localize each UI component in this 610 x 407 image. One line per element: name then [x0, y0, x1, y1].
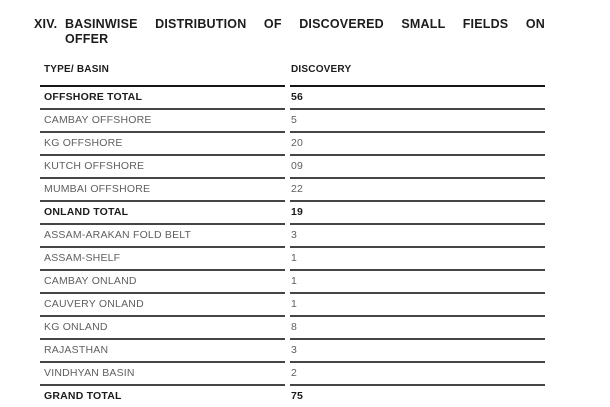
table-header-row: TYPE/ BASIN DISCOVERY: [40, 58, 545, 87]
basin-cell: MUMBAI OFFSHORE: [40, 179, 285, 202]
section-title-line2: OFFER: [65, 32, 109, 46]
basin-cell: OFFSHORE TOTAL: [40, 87, 285, 110]
column-header-discovery: DISCOVERY: [290, 58, 545, 87]
discovery-cell: 3: [290, 340, 545, 363]
basin-cell: ASSAM-SHELF: [40, 248, 285, 271]
table-row: ONLAND TOTAL 19: [40, 202, 545, 225]
basin-discovery-table: TYPE/ BASIN DISCOVERY OFFSHORE TOTAL 56 CA…: [40, 58, 545, 407]
basin-cell: ASSAM-ARAKAN FOLD BELT: [40, 225, 285, 248]
table-row: VINDHYAN BASIN 2: [40, 363, 545, 386]
basin-cell: KG OFFSHORE: [40, 133, 285, 156]
discovery-cell: 19: [290, 202, 545, 225]
table-row: GRAND TOTAL 75: [40, 386, 545, 407]
discovery-cell: 75: [290, 386, 545, 407]
discovery-cell: 1: [290, 294, 545, 317]
table-row: CAMBAY OFFSHORE 5: [40, 110, 545, 133]
section-title-text: BASINWISE DISTRIBUTION OF DISCOVERED SMA…: [65, 17, 545, 31]
discovery-cell: 1: [290, 248, 545, 271]
column-header-type-basin: TYPE/ BASIN: [40, 58, 285, 87]
table-row: ASSAM-ARAKAN FOLD BELT 3: [40, 225, 545, 248]
discovery-cell: 5: [290, 110, 545, 133]
table-row: CAUVERY ONLAND 1: [40, 294, 545, 317]
discovery-cell: 20: [290, 133, 545, 156]
basin-cell: CAUVERY ONLAND: [40, 294, 285, 317]
basin-cell: CAMBAY OFFSHORE: [40, 110, 285, 133]
table-row: KUTCH OFFSHORE 09: [40, 156, 545, 179]
basin-cell: KUTCH OFFSHORE: [40, 156, 285, 179]
basin-cell: ONLAND TOTAL: [40, 202, 285, 225]
basin-cell: VINDHYAN BASIN: [40, 363, 285, 386]
discovery-cell: 2: [290, 363, 545, 386]
discovery-cell: 8: [290, 317, 545, 340]
basin-cell: GRAND TOTAL: [40, 386, 285, 407]
section-title: XIV. BASINWISE DISTRIBUTION OF DISCOVERE…: [34, 17, 545, 47]
table-row: KG ONLAND 8: [40, 317, 545, 340]
discovery-cell: 3: [290, 225, 545, 248]
discovery-cell: 09: [290, 156, 545, 179]
discovery-cell: 56: [290, 87, 545, 110]
table-row: OFFSHORE TOTAL 56: [40, 87, 545, 110]
table-row: MUMBAI OFFSHORE 22: [40, 179, 545, 202]
table-row: ASSAM-SHELF 1: [40, 248, 545, 271]
basin-cell: CAMBAY ONLAND: [40, 271, 285, 294]
table-row: KG OFFSHORE 20: [40, 133, 545, 156]
discovery-cell: 1: [290, 271, 545, 294]
discovery-cell: 22: [290, 179, 545, 202]
basin-cell: KG ONLAND: [40, 317, 285, 340]
basin-table-body: OFFSHORE TOTAL 56 CAMBAY OFFSHORE 5 KG OFFSH…: [40, 87, 545, 407]
basin-cell: RAJASTHAN: [40, 340, 285, 363]
table-row: CAMBAY ONLAND 1: [40, 271, 545, 294]
section-title-line1: XIV. BASINWISE DISTRIBUTION OF DISCOVERE…: [34, 17, 545, 32]
table-row: RAJASTHAN 3: [40, 340, 545, 363]
section-number: XIV.: [34, 17, 58, 31]
